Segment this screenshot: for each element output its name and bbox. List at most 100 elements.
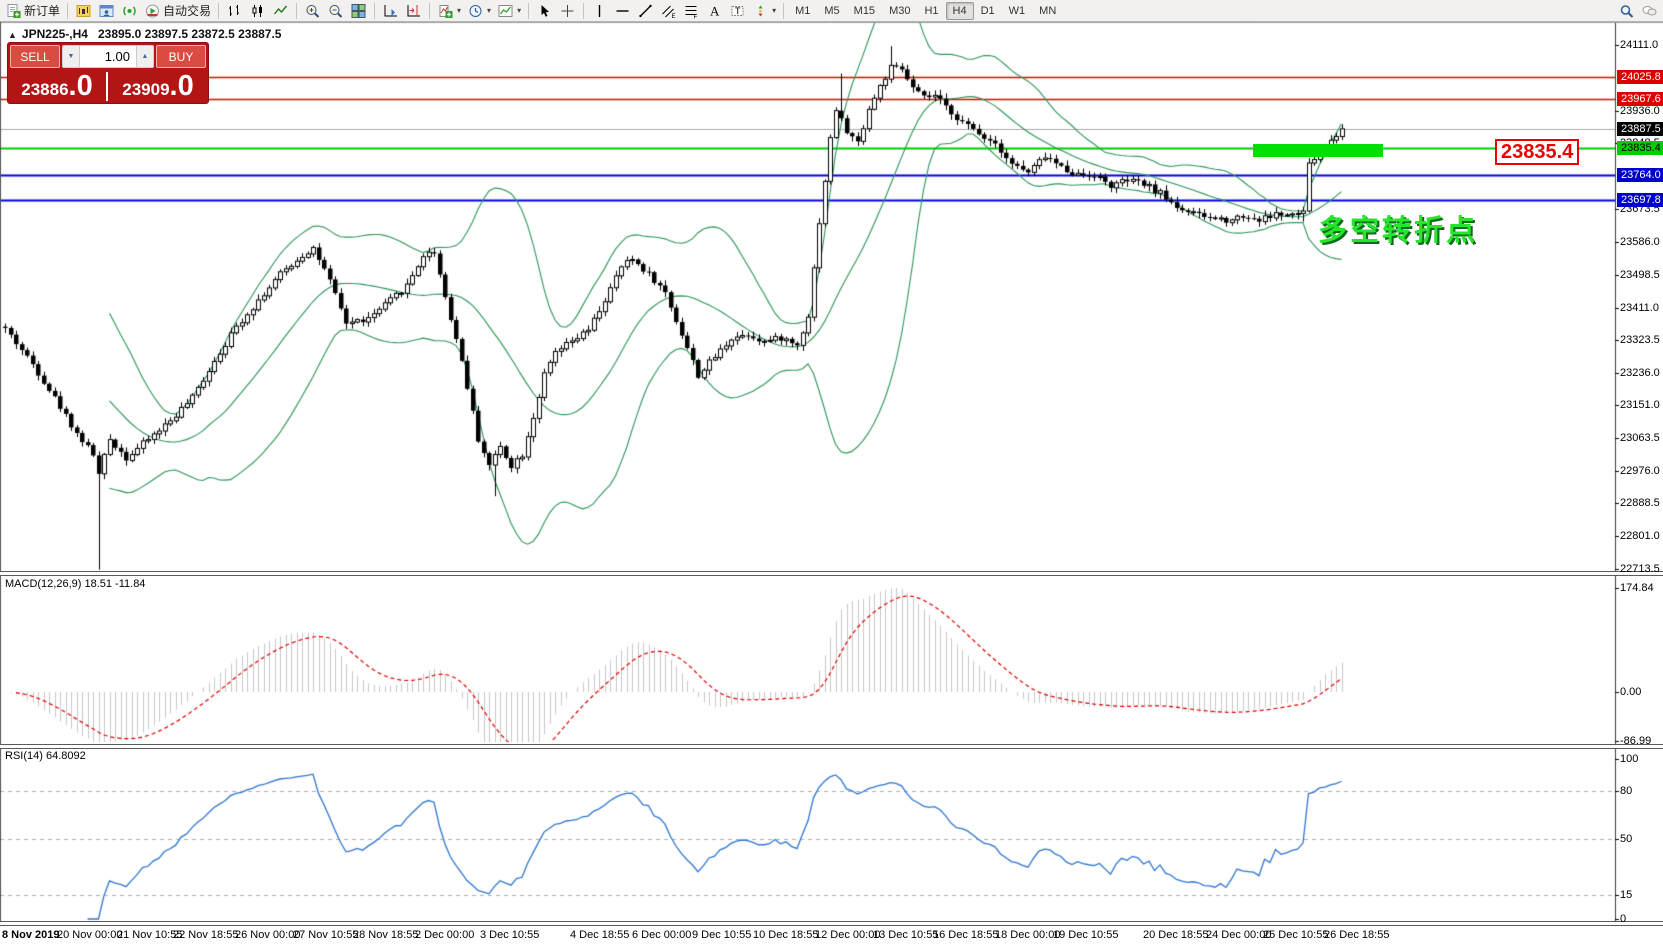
zoom-in-icon (304, 3, 321, 19)
rsi-tick-label: 15 (1620, 889, 1633, 901)
timeframe-h1-button[interactable]: H1 (924, 4, 939, 17)
svg-text:F: F (694, 14, 698, 19)
time-tick-label: 3 Dec 10:55 (480, 929, 540, 941)
time-tick-label: 6 Dec 00:00 (632, 929, 692, 941)
pane-separator[interactable] (0, 744, 1663, 749)
bar-chart-button[interactable] (223, 2, 246, 20)
chart-title: ▲ JPN225-,H4 23895.0 23897.5 23872.5 23887… (8, 27, 281, 41)
price-tick-label: 23498.5 (1620, 268, 1660, 281)
toolbar: 新订单 自动交易 ▾ ▾ ▾ E F A T ▾ M1 M5 M15 M30 H1 H4 D1 W1 MN (0, 0, 1663, 22)
fibonacci-button[interactable]: F (680, 2, 703, 20)
autotrading-button[interactable]: 自动交易 (141, 1, 214, 20)
trendline-button[interactable] (634, 2, 657, 20)
text-label-icon: T (729, 3, 746, 19)
time-tick-label: 8 Nov 2019 (2, 929, 60, 941)
time-tick-label: 10 Dec 18:55 (753, 929, 819, 941)
support-tag: 23764.0 (1617, 168, 1663, 183)
text-button[interactable]: A (703, 2, 726, 20)
chart-window-button[interactable] (72, 2, 95, 20)
cursor-button[interactable] (533, 2, 556, 20)
search-icon (1618, 3, 1635, 19)
timeframe-m1-button[interactable]: M1 (795, 4, 811, 17)
timeframe-m15-button[interactable]: M15 (853, 4, 876, 17)
autotrading-icon (144, 3, 161, 19)
timeframe-m5-button[interactable]: M5 (824, 4, 840, 17)
volume-stepper: ▼ 1.00 ▲ (62, 45, 154, 68)
price-tick-label: 22976.0 (1620, 464, 1660, 477)
chat-button[interactable] (1638, 2, 1661, 20)
indicators-icon (437, 3, 454, 19)
line-chart-button[interactable] (269, 2, 292, 20)
sell-button[interactable]: SELL (10, 45, 60, 68)
collapse-icon[interactable]: ▲ (8, 30, 17, 40)
new-order-icon (5, 3, 22, 19)
indicators-button[interactable]: ▾ (434, 2, 464, 20)
chart-shift-icon (405, 3, 422, 19)
equidistant-channel-button[interactable]: E (657, 2, 680, 20)
price-tick-label: 23323.5 (1620, 334, 1660, 347)
time-tick-label: 12 Dec 00:00 (815, 929, 881, 941)
price-tick-label: 24111.0 (1620, 39, 1659, 52)
market-watch-button[interactable] (95, 2, 118, 20)
auto-scroll-button[interactable] (379, 2, 402, 20)
volume-down-button[interactable]: ▼ (63, 46, 80, 67)
line-chart-icon (272, 3, 289, 19)
resistance-tag: 23967.6 (1617, 91, 1663, 106)
price-note-box: 23835.4 (1495, 139, 1580, 165)
vertical-line-button[interactable] (588, 2, 611, 20)
turning-point-annotation: 多空转折点 (1318, 215, 1479, 247)
fibonacci-icon: F (683, 3, 700, 19)
tile-windows-button[interactable] (347, 2, 370, 20)
price-tick-label: 23236.0 (1620, 367, 1660, 380)
timeframe-m30-button[interactable]: M30 (889, 4, 911, 17)
support-tag: 23697.8 (1617, 193, 1663, 207)
svg-text:T: T (735, 6, 741, 16)
sell-price[interactable]: 23886.0 (8, 71, 108, 101)
new-order-button[interactable]: 新订单 (2, 1, 63, 20)
pane-separator[interactable] (0, 571, 1663, 576)
toolbar-separator (67, 2, 69, 19)
arrows-icon (752, 3, 769, 19)
chevron-down-icon[interactable]: ▾ (457, 6, 462, 15)
templates-button[interactable]: ▾ (494, 2, 524, 20)
text-icon: A (706, 3, 723, 19)
search-button[interactable] (1615, 2, 1638, 20)
auto-scroll-icon (382, 3, 399, 19)
candlestick-chart-icon (249, 3, 266, 19)
signals-button[interactable] (118, 2, 141, 20)
periods-icon (467, 3, 484, 19)
chevron-down-icon[interactable]: ▾ (517, 6, 522, 15)
periods-button[interactable]: ▾ (464, 2, 494, 20)
timeframe-h4-button[interactable]: H4 (945, 1, 974, 20)
chart-shift-button[interactable] (402, 2, 425, 20)
zoom-out-button[interactable] (324, 2, 347, 20)
chevron-down-icon[interactable]: ▾ (772, 6, 777, 15)
toolbar-separator (296, 2, 298, 19)
candlestick-chart-button[interactable] (246, 2, 269, 20)
timeframe-mn-button[interactable]: MN (1039, 4, 1057, 17)
time-tick-label: 9 Dec 10:55 (692, 929, 752, 941)
arrows-button[interactable]: ▾ (749, 2, 779, 20)
zoom-in-button[interactable] (301, 2, 324, 20)
volume-up-button[interactable]: ▲ (136, 46, 153, 67)
chart-symbol-period: JPN225-,H4 (21, 27, 88, 41)
text-label-button[interactable]: T (726, 2, 749, 20)
rsi-tick-label: 50 (1620, 833, 1633, 845)
toolbar-separator (783, 2, 785, 19)
horizontal-line-button[interactable] (611, 2, 634, 20)
crosshair-button[interactable] (556, 2, 579, 20)
buy-button[interactable]: BUY (156, 45, 206, 68)
pane-separator[interactable] (0, 921, 1663, 926)
timeframe-d1-button[interactable]: D1 (980, 4, 995, 17)
buy-price[interactable]: 23909.0 (108, 71, 208, 101)
price-tick-label: 23936.0 (1620, 104, 1660, 117)
time-tick-label: 4 Dec 18:55 (570, 929, 630, 941)
volume-input[interactable]: 1.00 (104, 49, 130, 64)
chart-ohlc-values: 23895.0 23897.5 23872.5 23887.5 (97, 27, 282, 41)
toolbar-button-label: 自动交易 (163, 4, 212, 18)
timeframe-w1-button[interactable]: W1 (1008, 4, 1026, 17)
chevron-down-icon[interactable]: ▾ (487, 6, 492, 15)
crosshair-icon (559, 3, 576, 19)
